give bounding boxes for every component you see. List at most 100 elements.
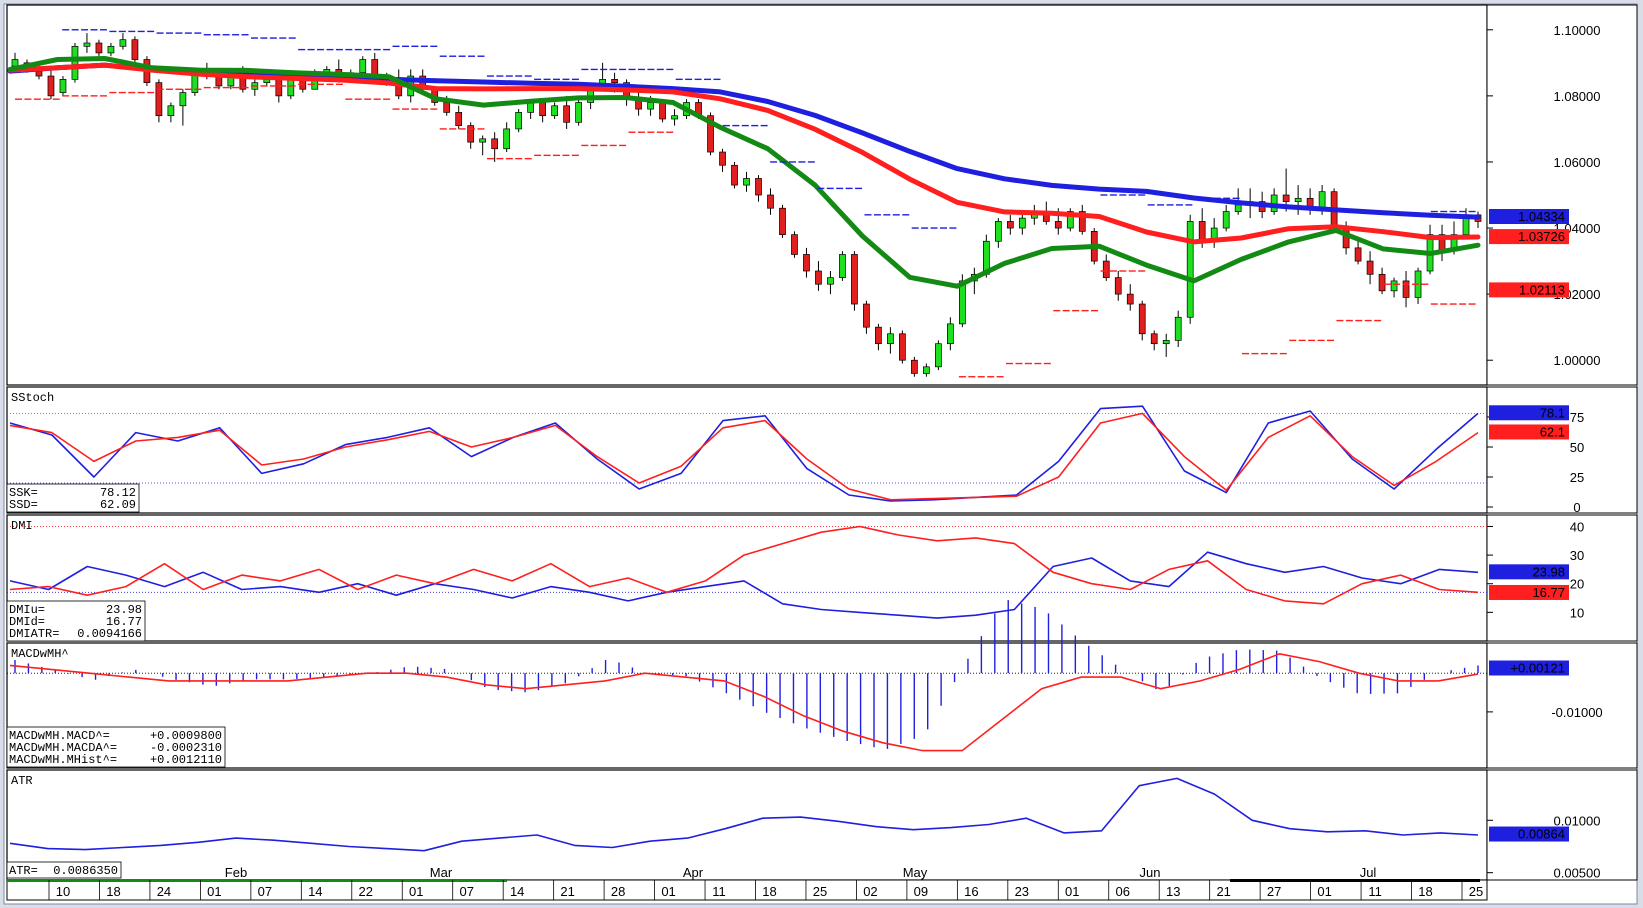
readout-label: MACDwMH.MACD^= — [9, 729, 110, 743]
x-tick-label: 01 — [1065, 884, 1079, 899]
candle-body — [899, 333, 906, 361]
x-tick-label: 18 — [1418, 884, 1432, 899]
value-label-sstoch: 62.1 — [1540, 424, 1565, 439]
month-label: Jun — [1140, 865, 1161, 880]
readout-label: SSD= — [9, 498, 38, 512]
series-line-ATR — [9, 777, 1479, 852]
candle-body — [743, 178, 750, 186]
readout-label: ATR= — [9, 864, 38, 878]
candle-body — [1354, 247, 1362, 262]
y-tick-label-dmi: 40 — [1570, 519, 1584, 534]
range-bar — [1230, 879, 1480, 882]
candle-body — [11, 59, 19, 67]
panel-title-dmi: DMI — [11, 519, 33, 533]
candle-body — [647, 102, 654, 110]
candle-body — [563, 105, 570, 123]
candle-body — [95, 42, 103, 54]
x-tick-label: 14 — [510, 884, 524, 899]
candle-body — [503, 128, 511, 150]
candle-body — [719, 151, 726, 166]
x-axis-band — [6, 879, 1488, 901]
candle-body — [575, 102, 582, 123]
panel-title-sstoch: SStoch — [11, 391, 54, 405]
panel-atr — [6, 769, 1488, 881]
candle-body — [1066, 211, 1074, 229]
x-tick-label: 11 — [712, 884, 726, 899]
candle-body — [1078, 211, 1086, 232]
candle-body — [875, 326, 882, 345]
value-label-box-price — [1489, 229, 1569, 245]
candle-body — [275, 78, 283, 97]
candle-body — [1126, 293, 1134, 305]
value-label-price: 1.02113 — [1519, 282, 1565, 297]
readout-label: MACDwMH.MACDA^= — [9, 741, 117, 755]
x-tick-label: 23 — [1015, 884, 1029, 899]
axis-panel-price — [1486, 4, 1638, 386]
candle-body — [71, 45, 79, 80]
candle-body — [671, 115, 678, 120]
y-tick-label-price: 1.06000 — [1554, 155, 1601, 170]
y-tick-label-sstoch: 0 — [1573, 500, 1580, 515]
y-tick-label-sstoch: 50 — [1570, 440, 1584, 455]
value-label-box-macd — [1489, 660, 1569, 676]
readout-value: 62.09 — [100, 498, 136, 512]
y-tick-label-atr: 0.01000 — [1554, 813, 1601, 828]
series-line-DMIu — [9, 551, 1479, 619]
y-tick-label-dmi: 20 — [1570, 577, 1584, 592]
readout-value: 23.98 — [106, 603, 142, 617]
x-tick-label: 10 — [56, 884, 70, 899]
value-label-box-sstoch — [1489, 424, 1569, 440]
x-tick-label: 25 — [1469, 884, 1483, 899]
readout-value: 0.0086350 — [53, 864, 118, 878]
x-tick-label: 02 — [863, 884, 877, 899]
candle-body — [359, 59, 367, 74]
x-tick-label: 07 — [459, 884, 473, 899]
y-tick-label-price: 1.10000 — [1554, 23, 1601, 38]
value-label-box-dmi — [1489, 564, 1569, 580]
x-tick-label: 27 — [1267, 884, 1281, 899]
candle-body — [767, 194, 774, 209]
panel-macd — [6, 642, 1488, 769]
value-label-atr: 0.00864 — [1518, 827, 1565, 842]
candle-body — [935, 343, 942, 368]
candle-body — [1150, 333, 1158, 345]
y-tick-label-macd: -0.01000 — [1551, 705, 1602, 720]
candle-body — [1294, 197, 1302, 202]
readout-label: DMIu= — [9, 603, 45, 617]
candle-body — [863, 303, 870, 328]
series-line-SSD — [9, 412, 1479, 501]
x-tick-label: 18 — [762, 884, 776, 899]
candle-body — [707, 115, 714, 153]
candle-body — [611, 78, 618, 84]
candle-body — [994, 221, 1002, 242]
y-tick-label-dmi: 10 — [1570, 605, 1584, 620]
readout-value: 16.77 — [106, 615, 142, 629]
month-label: Jul — [1360, 865, 1377, 880]
candle-body — [1186, 221, 1194, 318]
value-label-price: 1.04334 — [1518, 209, 1565, 224]
candle-body — [1054, 221, 1062, 229]
candle-body — [479, 138, 487, 143]
candle-body — [887, 333, 894, 345]
candle-body — [47, 75, 55, 97]
x-tick-label: 01 — [1317, 884, 1331, 899]
series-line-ma-short — [7, 56, 1481, 289]
x-tick-label: 13 — [1166, 884, 1180, 899]
x-tick-label: 01 — [207, 884, 221, 899]
candle-body — [923, 366, 930, 374]
candle-body — [59, 78, 67, 93]
panel-sstoch — [6, 386, 1488, 514]
series-line-DMId — [9, 525, 1479, 605]
readout-value: 78.12 — [100, 486, 136, 500]
readout-label: DMId= — [9, 615, 45, 629]
month-label: May — [903, 865, 928, 880]
series-line-MACDwMH.MACDA^ — [9, 652, 1479, 752]
value-label-box-price — [1489, 282, 1569, 298]
x-tick-label: 16 — [964, 884, 978, 899]
candle-body — [1402, 280, 1410, 298]
value-label-box-dmi — [1489, 584, 1569, 600]
readout-box-macd — [6, 726, 226, 768]
candle-body — [815, 270, 822, 285]
series-line-ma-mid — [7, 62, 1481, 245]
